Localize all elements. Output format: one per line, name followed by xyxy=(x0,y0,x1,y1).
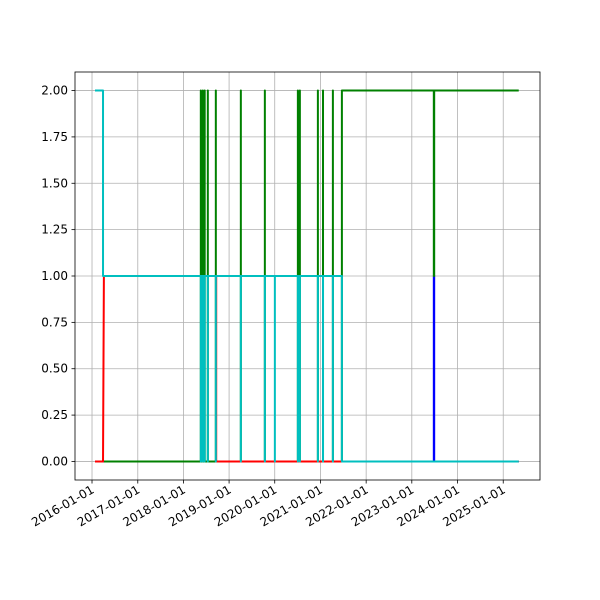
y-tick-label: 1.00 xyxy=(41,269,68,283)
y-tick-label: 2.00 xyxy=(41,84,68,98)
y-tick-label: 0.00 xyxy=(41,454,68,468)
y-tick-label: 1.25 xyxy=(41,223,68,237)
y-tick-label: 0.25 xyxy=(41,408,68,422)
y-tick-label: 0.75 xyxy=(41,315,68,329)
plot-frame xyxy=(74,71,541,481)
y-tick-label: 1.50 xyxy=(41,176,68,190)
y-tick-label: 1.75 xyxy=(41,130,68,144)
series-line xyxy=(95,89,519,463)
y-tick-label: 0.50 xyxy=(41,362,68,376)
